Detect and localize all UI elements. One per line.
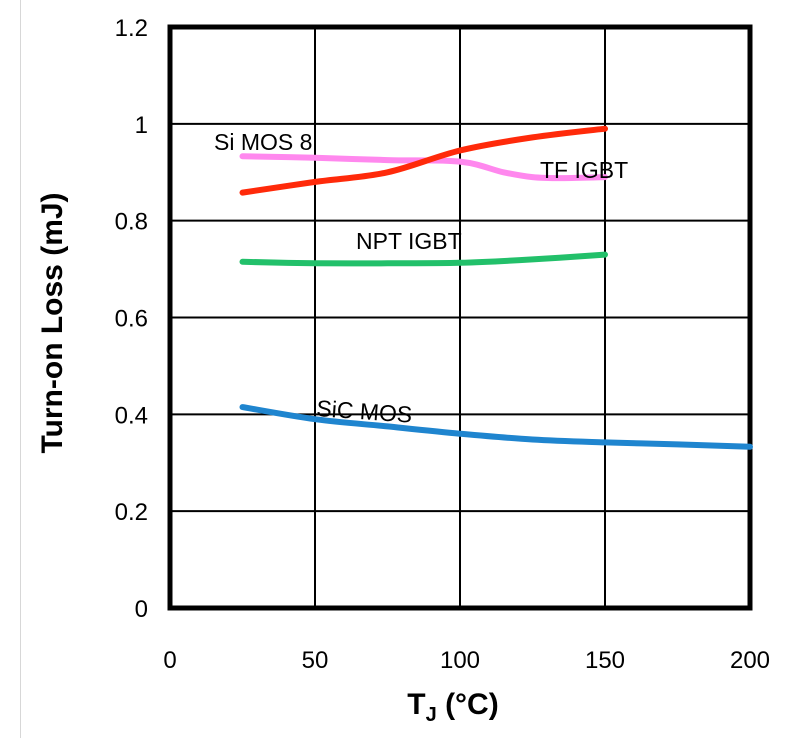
x-tick-label-2: 100: [440, 647, 480, 674]
y-tick-label-6: 1.2: [115, 15, 148, 42]
y-tick-label-4: 0.8: [115, 209, 148, 236]
y-tick-label-0: 0: [135, 596, 148, 623]
left-page-border: [20, 0, 21, 738]
x-axis-title-subscript: J: [426, 704, 437, 726]
grid-lines: [169, 26, 751, 609]
y-tick-labels: 0 0.2 0.4 0.6 0.8 1 1.2: [115, 15, 148, 623]
x-tick-label-1: 50: [302, 647, 329, 674]
series-label-tf-igbt: TF IGBT: [540, 157, 628, 183]
x-tick-labels: 0 50 100 150 200: [163, 647, 770, 674]
x-axis-title-main: T: [407, 688, 425, 721]
y-tick-label-5: 1: [135, 112, 148, 139]
y-tick-label-3: 0.6: [115, 306, 148, 333]
series-lines: [239, 125, 753, 450]
series-line-tf-igbt: [239, 125, 608, 196]
series-line-si-mos-8: [239, 153, 608, 182]
x-tick-label-3: 150: [585, 647, 625, 674]
x-tick-label-0: 0: [163, 647, 176, 674]
x-axis-title-unit: (°C): [437, 688, 499, 721]
series-label-npt-igbt: NPT IGBT: [356, 228, 462, 254]
y-tick-label-1: 0.2: [115, 499, 148, 526]
y-axis-title: Turn-on Loss (mJ): [36, 192, 69, 453]
x-axis-title: TJ (°C): [407, 688, 498, 726]
series-labels: Si MOS 8 TF IGBT NPT IGBT SiC MOS: [214, 129, 628, 428]
y-tick-label-2: 0.4: [115, 402, 148, 429]
series-line-npt-igbt: [239, 251, 608, 267]
series-line-sic-mos: [239, 404, 753, 450]
x-tick-label-4: 200: [730, 647, 770, 674]
series-label-si-mos-8: Si MOS 8: [214, 129, 312, 155]
plot-area-frame: [167, 24, 753, 611]
